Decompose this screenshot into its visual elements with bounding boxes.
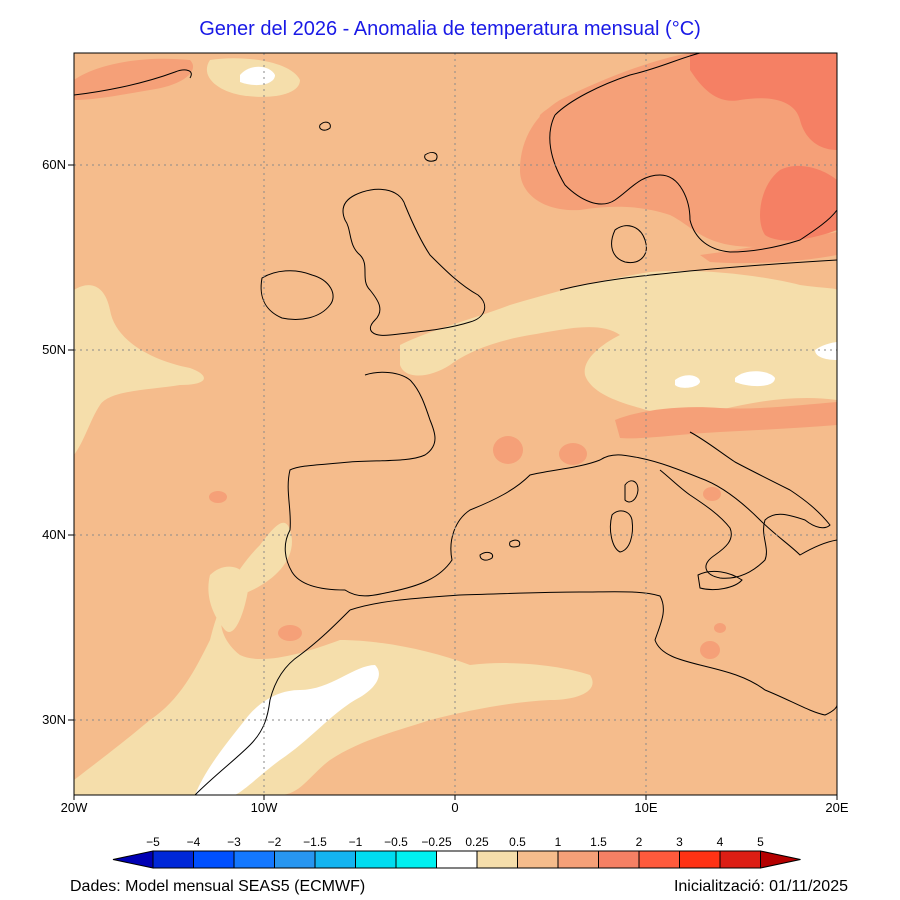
colorbar-swatch xyxy=(395,850,437,869)
init-date: Inicialització: 01/11/2025 xyxy=(673,878,848,895)
anomaly-hot-northeast xyxy=(690,53,837,150)
tick-marks xyxy=(68,164,838,800)
colorbar-label: −5 xyxy=(146,835,160,849)
anomaly-warm-blob-1 xyxy=(493,436,523,464)
anomaly-mild-atlantic xyxy=(74,285,204,455)
colorbar-label: 2 xyxy=(635,835,643,849)
colorbar-swatch xyxy=(719,850,761,869)
colorbar-label: −0.5 xyxy=(384,835,408,849)
colorbar-label: 4 xyxy=(716,835,724,849)
lat-label-50n: 50N xyxy=(42,342,66,357)
anomaly-warm-blob-2 xyxy=(559,443,587,465)
coastlines xyxy=(74,53,837,795)
anomaly-warm-northwest xyxy=(74,58,194,100)
colorbar-label: 0.5 xyxy=(509,835,526,849)
colorbar-label: 1 xyxy=(554,835,562,849)
anomaly-mild-lower-left xyxy=(208,566,249,632)
colorbar-label: −2 xyxy=(267,835,282,849)
colorbar xyxy=(112,850,801,869)
colorbar-swatch xyxy=(476,850,518,869)
lat-label-40n: 40N xyxy=(42,527,66,542)
lon-label-20w: 20W xyxy=(60,800,88,815)
anomaly-fields xyxy=(74,53,837,795)
colorbar-swatch xyxy=(233,850,275,869)
anomaly-neutral-patch-1 xyxy=(675,375,700,388)
colorbar-label: 3 xyxy=(676,835,683,849)
map-title: Gener del 2026 - Anomalia de temperatura… xyxy=(199,18,701,40)
colorbar-swatch xyxy=(152,850,194,869)
colorbar-swatch xyxy=(193,850,235,869)
colorbar-label: 5 xyxy=(757,835,764,849)
anomaly-warm-blob-5 xyxy=(278,625,302,641)
gridlines xyxy=(74,53,837,795)
anomaly-mild-north-africa xyxy=(74,522,593,795)
anomaly-neutral-north xyxy=(240,66,275,86)
lat-label-60n: 60N xyxy=(42,157,66,172)
colorbar-label: −1.5 xyxy=(303,835,327,849)
colorbar-label: 1.5 xyxy=(590,835,607,849)
anomaly-hot-finland xyxy=(760,165,837,241)
colorbar-label: −4 xyxy=(186,835,201,849)
lon-label-10w: 10W xyxy=(250,800,278,815)
data-source: Dades: Model mensual SEAS5 (ECMWF) xyxy=(70,878,366,895)
anomaly-warm-blob-3 xyxy=(703,487,721,501)
colorbar-swatch xyxy=(436,850,478,869)
anomaly-warm-scandinavia xyxy=(520,53,837,247)
anomaly-warm-baltic xyxy=(700,232,837,264)
colorbar-label: −3 xyxy=(227,835,241,849)
anomaly-mild-central-europe xyxy=(400,270,837,415)
anomaly-warm-alps xyxy=(615,402,837,439)
lon-label-20e: 20E xyxy=(825,800,849,815)
colorbar-swatch xyxy=(517,850,559,869)
anomaly-warm-blob-6 xyxy=(700,641,720,659)
colorbar-swatch xyxy=(598,850,640,869)
colorbar-arrow-right xyxy=(760,850,801,869)
lat-label-30n: 30N xyxy=(42,712,66,727)
anomaly-warm-blob-7 xyxy=(714,623,726,633)
colorbar-swatch xyxy=(314,850,356,869)
colorbar-swatch xyxy=(638,850,680,869)
colorbar-swatch xyxy=(557,850,599,869)
anomaly-warm-blob-4 xyxy=(209,491,227,503)
colorbar-label: −0.25 xyxy=(421,835,452,849)
colorbar-arrow-left xyxy=(112,850,154,869)
colorbar-swatch xyxy=(355,850,397,869)
lon-label-0: 0 xyxy=(451,800,459,815)
colorbar-label: −1 xyxy=(348,835,363,849)
colorbar-label: 0.25 xyxy=(465,835,489,849)
colorbar-swatch xyxy=(679,850,721,869)
colorbar-swatch xyxy=(274,850,316,869)
anomaly-neutral-africa xyxy=(195,665,379,795)
anomaly-neutral-patch-2 xyxy=(735,371,775,387)
lon-label-10e: 10E xyxy=(634,800,658,815)
anomaly-neutral-patch-3 xyxy=(815,342,837,360)
